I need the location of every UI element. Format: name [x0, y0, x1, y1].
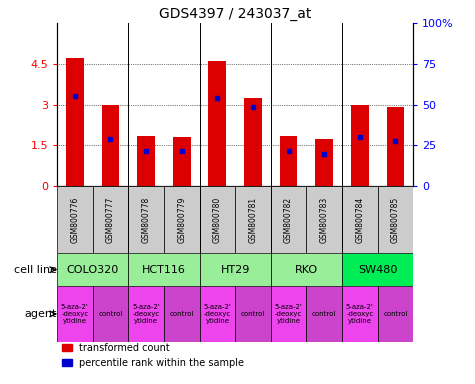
Bar — [235, 286, 271, 342]
Bar — [306, 286, 342, 342]
Text: GSM800779: GSM800779 — [177, 197, 186, 243]
Bar — [164, 286, 200, 342]
Bar — [173, 137, 190, 186]
Text: control: control — [241, 311, 265, 317]
Text: GSM800784: GSM800784 — [355, 197, 364, 243]
Bar — [137, 136, 155, 186]
Bar — [351, 105, 369, 186]
Text: control: control — [170, 311, 194, 317]
Bar — [57, 253, 128, 286]
Text: HCT116: HCT116 — [142, 265, 186, 275]
Bar — [93, 186, 128, 253]
Text: control: control — [98, 311, 123, 317]
Title: GDS4397 / 243037_at: GDS4397 / 243037_at — [159, 7, 311, 21]
Text: control: control — [383, 311, 408, 317]
Bar — [57, 186, 93, 253]
Bar — [200, 286, 235, 342]
Text: agent: agent — [25, 309, 57, 319]
Bar — [128, 253, 200, 286]
Bar — [271, 186, 306, 253]
Bar — [244, 98, 262, 186]
Text: COLO320: COLO320 — [66, 265, 119, 275]
Text: 5-aza-2'
-deoxyc
ytidine: 5-aza-2' -deoxyc ytidine — [346, 304, 374, 324]
Bar — [128, 286, 164, 342]
Bar — [280, 136, 297, 186]
Bar — [378, 186, 413, 253]
Bar — [315, 139, 333, 186]
Bar — [342, 253, 413, 286]
Bar — [378, 286, 413, 342]
Bar — [164, 186, 200, 253]
Text: GSM800783: GSM800783 — [320, 197, 329, 243]
Bar — [128, 186, 164, 253]
Bar — [235, 186, 271, 253]
Text: GSM800782: GSM800782 — [284, 197, 293, 243]
Bar — [342, 186, 378, 253]
Text: SW480: SW480 — [358, 265, 397, 275]
Bar — [271, 253, 342, 286]
Text: GSM800785: GSM800785 — [391, 197, 400, 243]
Text: GSM800776: GSM800776 — [70, 197, 79, 243]
Bar — [306, 186, 342, 253]
Bar — [200, 186, 235, 253]
Bar — [57, 286, 93, 342]
Bar — [342, 286, 378, 342]
Text: 5-aza-2'
-deoxyc
ytidine: 5-aza-2' -deoxyc ytidine — [61, 304, 89, 324]
Text: GSM800781: GSM800781 — [248, 197, 257, 243]
Bar — [102, 105, 119, 186]
Text: GSM800778: GSM800778 — [142, 197, 151, 243]
Bar — [93, 286, 128, 342]
Bar — [209, 61, 226, 186]
Text: RKO: RKO — [295, 265, 318, 275]
Text: 5-aza-2'
-deoxyc
ytidine: 5-aza-2' -deoxyc ytidine — [132, 304, 160, 324]
Text: 5-aza-2'
-deoxyc
ytidine: 5-aza-2' -deoxyc ytidine — [203, 304, 231, 324]
Bar — [200, 253, 271, 286]
Text: control: control — [312, 311, 336, 317]
Text: GSM800777: GSM800777 — [106, 197, 115, 243]
Text: HT29: HT29 — [220, 265, 250, 275]
Bar — [387, 108, 404, 186]
Legend: transformed count, percentile rank within the sample: transformed count, percentile rank withi… — [62, 343, 244, 367]
Text: 5-aza-2'
-deoxyc
ytidine: 5-aza-2' -deoxyc ytidine — [275, 304, 303, 324]
Text: GSM800780: GSM800780 — [213, 197, 222, 243]
Text: cell line: cell line — [14, 265, 57, 275]
Bar — [66, 58, 84, 186]
Bar — [271, 286, 306, 342]
